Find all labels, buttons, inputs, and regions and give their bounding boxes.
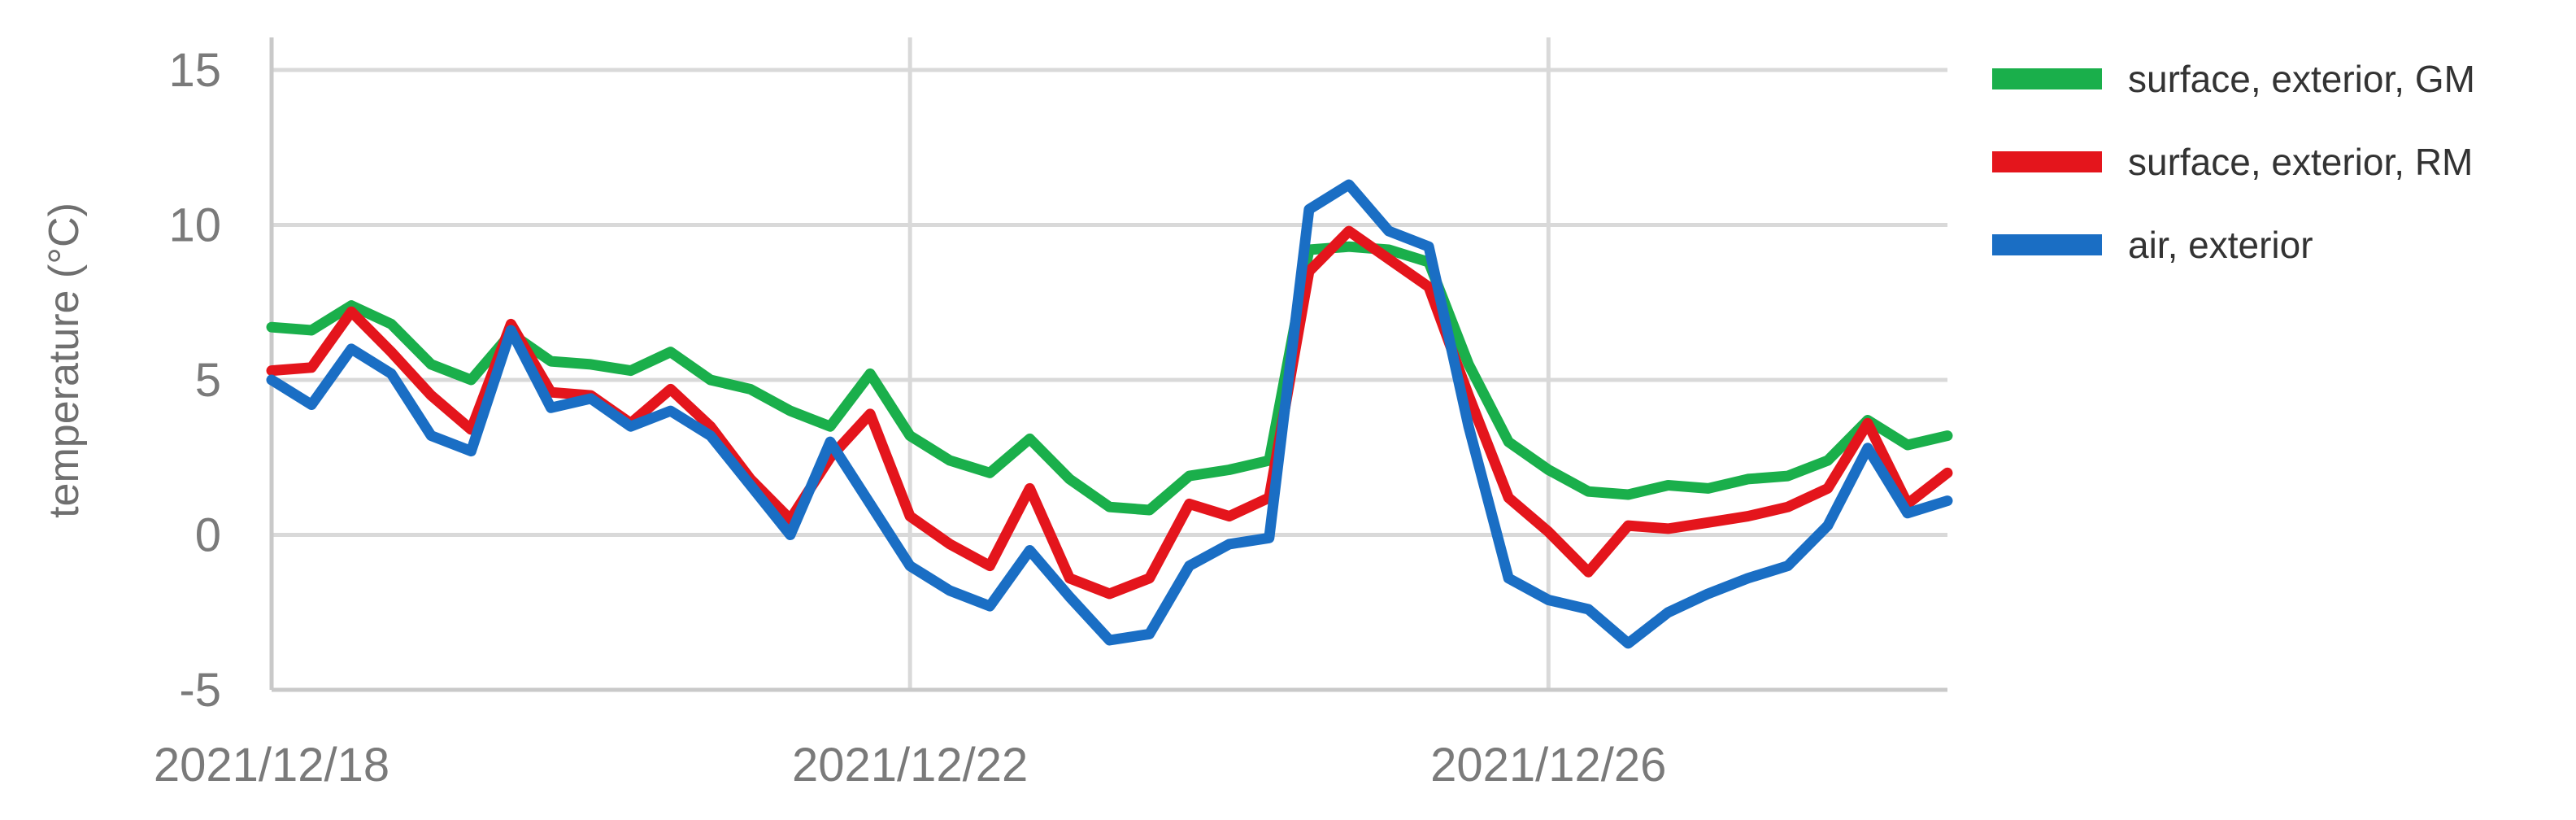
y-tick-label: 10: [168, 199, 221, 252]
legend-label-air-exterior: air, exterior: [2128, 224, 2313, 266]
x-tick-labels: 2021/12/18 2021/12/22 2021/12/26: [154, 739, 1667, 792]
x-tick-label: 2021/12/18: [154, 739, 389, 792]
gridlines: [272, 37, 1947, 690]
axes: [269, 37, 1947, 692]
legend-label-surface-exterior-gm: surface, exterior, GM: [2128, 58, 2475, 100]
series-line-air-exterior: [266, 179, 1953, 649]
y-tick-labels: 15 10 5 0 -5: [168, 44, 221, 717]
y-axis-title: temperature (°C): [41, 203, 88, 518]
series-lines: [266, 179, 1953, 649]
y-tick-label: 0: [195, 509, 221, 562]
series-line-surface-exterior-gm: [266, 241, 1953, 516]
y-tick-label: -5: [179, 664, 221, 717]
x-tick-label: 2021/12/22: [792, 739, 1028, 792]
y-tick-label: 5: [195, 354, 221, 407]
x-tick-label: 2021/12/26: [1430, 739, 1666, 792]
legend-label-surface-exterior-rm: surface, exterior, RM: [2128, 141, 2473, 183]
y-tick-label: 15: [168, 44, 221, 97]
legend: surface, exterior, GM surface, exterior, …: [1992, 58, 2475, 266]
series-line-surface-exterior-rm: [266, 225, 1953, 600]
